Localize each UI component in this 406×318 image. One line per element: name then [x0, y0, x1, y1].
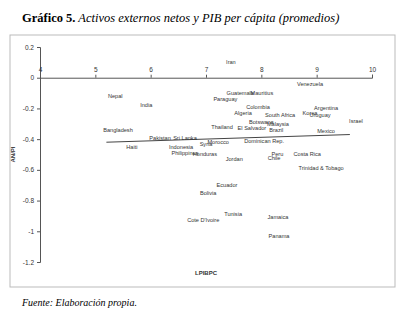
x-tick-label: 9: [315, 66, 319, 73]
y-tick-mark: [37, 139, 40, 140]
chart-title: Gráfico 5. Activos externos netos y PIB …: [22, 11, 339, 25]
point-label: El Salvador: [238, 125, 267, 131]
x-tick-label: 6: [149, 66, 153, 73]
point-label: Chile: [268, 155, 281, 161]
y-tick-label: -0.8: [23, 197, 35, 204]
x-tick-mark: [95, 75, 96, 78]
y-tick: 0: [30, 74, 40, 81]
y-tick: -0.4: [23, 136, 40, 143]
x-tick-label: 7: [205, 66, 209, 73]
point-labels: IranVenezuelaNepalGuatemalaMauritiusPara…: [103, 59, 363, 239]
x-tick: 10: [369, 66, 377, 78]
y-tick: -0.6: [23, 166, 40, 173]
x-tick-label: 8: [260, 66, 264, 73]
x-tick: 9: [315, 66, 319, 78]
point-label: Honduras: [193, 151, 217, 157]
point-label: Panama: [269, 233, 291, 239]
point-label: Algeria: [234, 110, 252, 116]
y-tick: -1.2: [23, 259, 40, 266]
point-label: Mauritius: [251, 90, 274, 96]
x-tick-mark: [372, 75, 373, 78]
y-tick: -1: [28, 228, 40, 235]
y-axis-line: [37, 48, 41, 263]
x-tick-mark: [206, 75, 207, 78]
chart: Gráfico 5. Activos externos netos y PIB …: [0, 0, 406, 318]
x-tick-label: 4: [39, 66, 43, 73]
x-tick: 7: [205, 66, 209, 78]
point-label: India: [140, 102, 153, 108]
x-axis: 4 5 6 7 8 9 10: [39, 66, 377, 79]
x-tick: 5: [94, 66, 98, 78]
y-tick-mark: [37, 47, 40, 48]
point-label: Malaysia: [267, 121, 290, 127]
point-label: Israel: [349, 118, 363, 124]
point-label: Jordan: [226, 156, 243, 162]
point-label: Jamaica: [268, 214, 290, 220]
y-tick-label: 0: [30, 74, 34, 81]
y-tick-mark: [37, 108, 40, 109]
point-label: Pakistan: [149, 135, 170, 141]
y-tick: -0.8: [23, 197, 40, 204]
point-label: Trinidad & Tobago: [299, 165, 344, 171]
point-label: Venezuela: [297, 81, 324, 87]
x-tick-label: 5: [94, 66, 98, 73]
point-label: Cote D'Ivoire: [187, 217, 219, 223]
source-note: Fuente: Elaboración propia.: [21, 297, 137, 308]
y-tick-mark: [37, 201, 40, 202]
point-label: Tunisia: [224, 211, 243, 217]
point-label: Iran: [226, 59, 236, 65]
x-tick-mark: [317, 75, 318, 78]
x-tick-label: 10: [369, 66, 377, 73]
point-label: Thailand: [211, 124, 232, 130]
y-tick-label: -1.2: [23, 259, 35, 266]
y-tick-label: 0.2: [25, 44, 34, 51]
point-label: Ecuador: [217, 182, 238, 188]
y-tick-mark: [37, 170, 40, 171]
point-label: Brazil: [269, 127, 283, 133]
x-tick: 8: [260, 66, 264, 78]
point-label: Colombia: [246, 104, 271, 110]
y-axis: 0.2 0 -0.2 -0.4 -0.6 -0.8 -1 -1.2: [23, 44, 41, 266]
point-label: Syria: [200, 141, 214, 147]
point-label: Haiti: [126, 144, 137, 150]
y-tick: -0.2: [23, 105, 40, 112]
x-tick-mark: [151, 75, 152, 78]
point-label: Indonesia: [169, 144, 194, 150]
point-label: Sri Lanka: [173, 135, 198, 141]
y-tick: 0.2: [25, 44, 40, 51]
point-label: Bolivia: [200, 190, 217, 196]
point-label: Costa Rica: [294, 151, 322, 157]
y-tick-mark: [37, 262, 40, 263]
y-axis-title: AN/PI: [10, 146, 16, 162]
y-tick-label: -1: [28, 228, 34, 235]
y-tick-label: -0.2: [23, 105, 35, 112]
x-tick: 4: [39, 66, 43, 78]
point-label: South Africa: [265, 112, 296, 118]
y-tick-mark: [37, 78, 40, 79]
x-tick-mark: [261, 75, 262, 78]
x-tick: 6: [149, 66, 153, 78]
x-axis-title: LPIBPC: [195, 270, 218, 276]
point-label: Nepal: [108, 93, 123, 99]
x-axis-line: [41, 75, 373, 79]
point-label: Paraguay: [213, 96, 237, 102]
point-label: Argentina: [314, 105, 339, 111]
y-tick-label: -0.6: [23, 166, 35, 173]
point-label: Mexico: [317, 128, 335, 134]
point-label: Uruguay: [309, 112, 330, 118]
point-label: Dominican Rep.: [244, 138, 284, 144]
y-tick-mark: [37, 231, 40, 232]
y-tick-label: -0.4: [23, 136, 35, 143]
chart-frame: [10, 35, 395, 287]
x-tick-mark: [40, 75, 41, 78]
point-label: Bangladesh: [103, 127, 133, 133]
